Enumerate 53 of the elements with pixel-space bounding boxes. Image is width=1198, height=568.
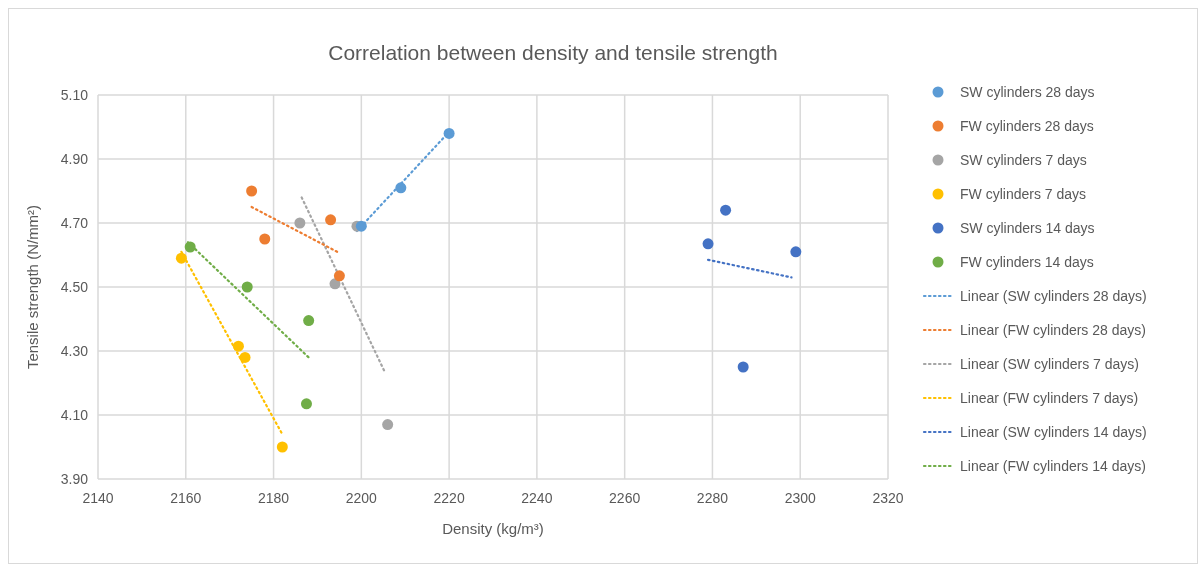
point xyxy=(333,270,345,282)
y-tick-label: 4.90 xyxy=(60,151,89,167)
x-tick-label: 2180 xyxy=(257,490,290,506)
x-tick-label: 2240 xyxy=(521,490,553,506)
x-tick-label: 2200 xyxy=(345,490,378,506)
x-tick-label: 2140 xyxy=(82,490,114,506)
point xyxy=(259,233,271,245)
chart-title: Correlation between density and tensile strength xyxy=(328,41,778,64)
legend-label: Linear (SW cylinders 7 days) xyxy=(960,356,1139,372)
point xyxy=(720,204,732,216)
legend-label: SW cylinders 14 days xyxy=(960,220,1095,236)
point xyxy=(184,241,196,253)
y-tick-label: 4.10 xyxy=(60,407,89,423)
x-tick-label: 2260 xyxy=(609,490,641,506)
point xyxy=(175,252,187,264)
point xyxy=(303,315,315,327)
y-tick-label: 4.30 xyxy=(60,343,89,359)
legend-label: Linear (FW cylinders 28 days) xyxy=(960,322,1146,338)
x-tick-label: 2280 xyxy=(696,490,729,506)
legend-label: SW cylinders 28 days xyxy=(960,84,1095,100)
point xyxy=(294,217,306,229)
y-tick-label: 3.90 xyxy=(60,471,89,487)
point xyxy=(232,340,244,352)
point xyxy=(737,361,749,373)
point xyxy=(443,127,455,139)
x-axis-title: Density (kg/m³) xyxy=(442,520,544,537)
point xyxy=(702,238,714,250)
legend-label: Linear (SW cylinders 14 days) xyxy=(960,424,1147,440)
point xyxy=(395,182,407,194)
y-tick-label: 4.70 xyxy=(60,215,89,231)
x-tick-label: 2300 xyxy=(784,490,816,506)
legend-label: Linear (FW cylinders 7 days) xyxy=(960,390,1139,406)
point xyxy=(239,351,251,363)
point xyxy=(790,246,802,258)
y-tick-label: 5.10 xyxy=(60,87,89,103)
point xyxy=(276,441,288,453)
legend-label: Linear (SW cylinders 28 days) xyxy=(960,288,1147,304)
point xyxy=(241,281,253,293)
y-tick-label: 4.50 xyxy=(60,279,89,295)
legend-label: FW cylinders 28 days xyxy=(960,118,1094,134)
legend-label: FW cylinders 14 days xyxy=(960,254,1094,270)
point xyxy=(325,214,337,226)
x-tick-label: 2220 xyxy=(433,490,465,506)
x-tick-label: 2160 xyxy=(170,490,202,506)
y-axis-title: Tensile strength (N/mm²) xyxy=(24,204,41,370)
legend-label: SW cylinders 7 days xyxy=(960,152,1087,168)
x-tick-label: 2320 xyxy=(872,490,904,506)
point xyxy=(300,398,312,410)
point xyxy=(246,185,258,197)
point xyxy=(355,220,367,232)
point xyxy=(382,419,394,431)
legend-label: FW cylinders 7 days xyxy=(960,186,1087,202)
legend-label: Linear (FW cylinders 14 days) xyxy=(960,458,1146,474)
